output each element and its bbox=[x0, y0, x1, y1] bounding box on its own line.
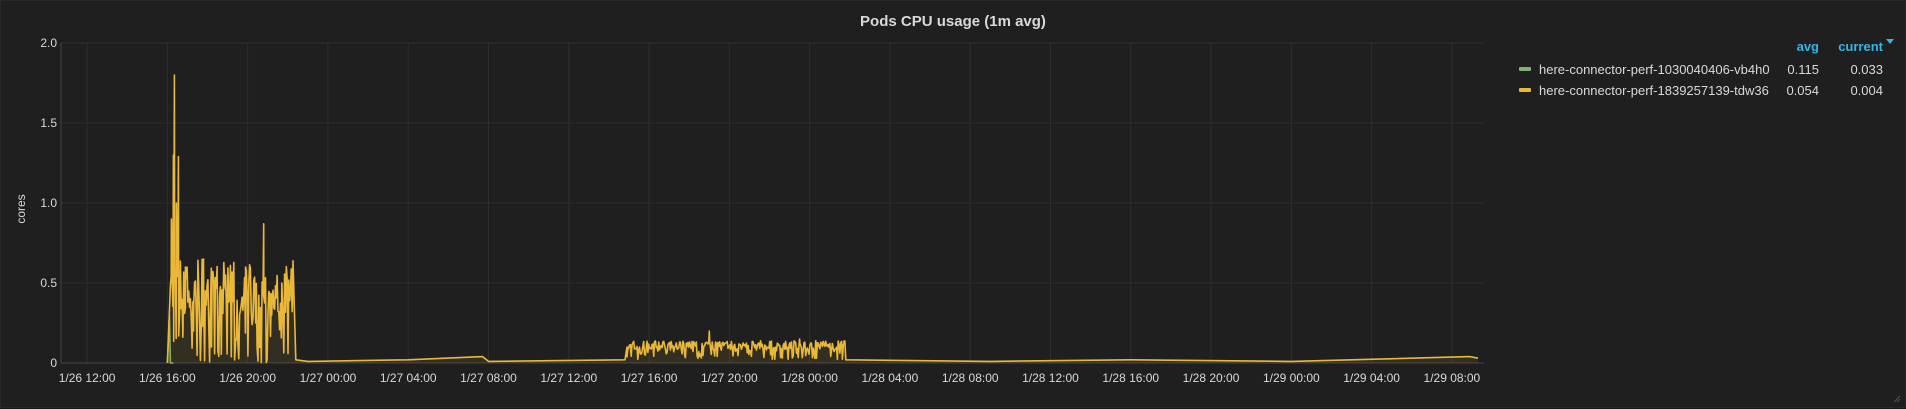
x-tick-label: 1/27 00:00 bbox=[300, 371, 357, 385]
x-tick-label: 1/26 16:00 bbox=[139, 371, 196, 385]
legend-current-value: 0.004 bbox=[1850, 83, 1883, 98]
series-line[interactable] bbox=[166, 74, 1479, 364]
resize-handle-icon[interactable] bbox=[1891, 393, 1901, 403]
y-tick-label: 2.0 bbox=[40, 36, 57, 50]
x-tick-label: 1/28 12:00 bbox=[1022, 371, 1079, 385]
x-tick-label: 1/28 16:00 bbox=[1102, 371, 1159, 385]
x-tick-label: 1/27 16:00 bbox=[621, 371, 678, 385]
y-axis-label: cores bbox=[14, 194, 28, 223]
legend-sort-current[interactable]: current bbox=[1838, 39, 1894, 54]
legend-series-name[interactable]: here-connector-perf-1030040406-vb4h0 bbox=[1539, 62, 1770, 77]
series-area bbox=[167, 75, 1478, 363]
y-tick-label: 0 bbox=[50, 356, 57, 370]
legend-item[interactable]: here-connector-perf-1030040406-vb4h0 0.1… bbox=[1511, 59, 1891, 80]
legend-sort-avg[interactable]: avg bbox=[1796, 39, 1819, 54]
x-tick-label: 1/27 12:00 bbox=[540, 371, 597, 385]
legend-header: avg current bbox=[1511, 39, 1894, 59]
x-tick-label: 1/28 08:00 bbox=[942, 371, 999, 385]
y-tick-label: 1.5 bbox=[40, 116, 57, 130]
x-tick-label: 1/29 00:00 bbox=[1263, 371, 1320, 385]
y-tick-label: 0.5 bbox=[40, 276, 57, 290]
legend-avg-value: 0.054 bbox=[1786, 83, 1819, 98]
y-axis-ticks: 0 0.5 1.0 1.5 2.0 bbox=[40, 36, 57, 370]
series-lines bbox=[166, 74, 1479, 364]
series-color-swatch[interactable] bbox=[1519, 67, 1531, 71]
x-tick-label: 1/26 12:00 bbox=[59, 371, 116, 385]
x-tick-label: 1/26 20:00 bbox=[219, 371, 276, 385]
x-tick-label: 1/27 04:00 bbox=[380, 371, 437, 385]
legend-current-value: 0.033 bbox=[1850, 62, 1883, 77]
legend-avg-value: 0.115 bbox=[1787, 62, 1819, 77]
legend-series-name[interactable]: here-connector-perf-1839257139-tdw36 bbox=[1539, 83, 1769, 98]
x-tick-label: 1/29 08:00 bbox=[1424, 371, 1481, 385]
x-tick-label: 1/27 08:00 bbox=[460, 371, 517, 385]
y-tick-label: 1.0 bbox=[40, 196, 57, 210]
x-tick-label: 1/28 04:00 bbox=[862, 371, 919, 385]
sort-desc-icon bbox=[1886, 39, 1894, 44]
legend: avg current here-connector-perf-10300404… bbox=[1511, 39, 1894, 101]
x-tick-label: 1/29 04:00 bbox=[1343, 371, 1400, 385]
series-color-swatch[interactable] bbox=[1519, 88, 1531, 92]
x-tick-label: 1/28 00:00 bbox=[781, 371, 838, 385]
x-tick-label: 1/27 20:00 bbox=[701, 371, 758, 385]
grid bbox=[60, 42, 1484, 364]
panel-title[interactable]: Pods CPU usage (1m avg) bbox=[860, 13, 1046, 30]
x-tick-label: 1/28 20:00 bbox=[1183, 371, 1240, 385]
x-axis-ticks: 1/26 12:00 1/26 16:00 1/26 20:00 1/27 00:00… bbox=[59, 371, 1481, 385]
legend-item[interactable]: here-connector-perf-1839257139-tdw36 0.0… bbox=[1511, 80, 1891, 101]
